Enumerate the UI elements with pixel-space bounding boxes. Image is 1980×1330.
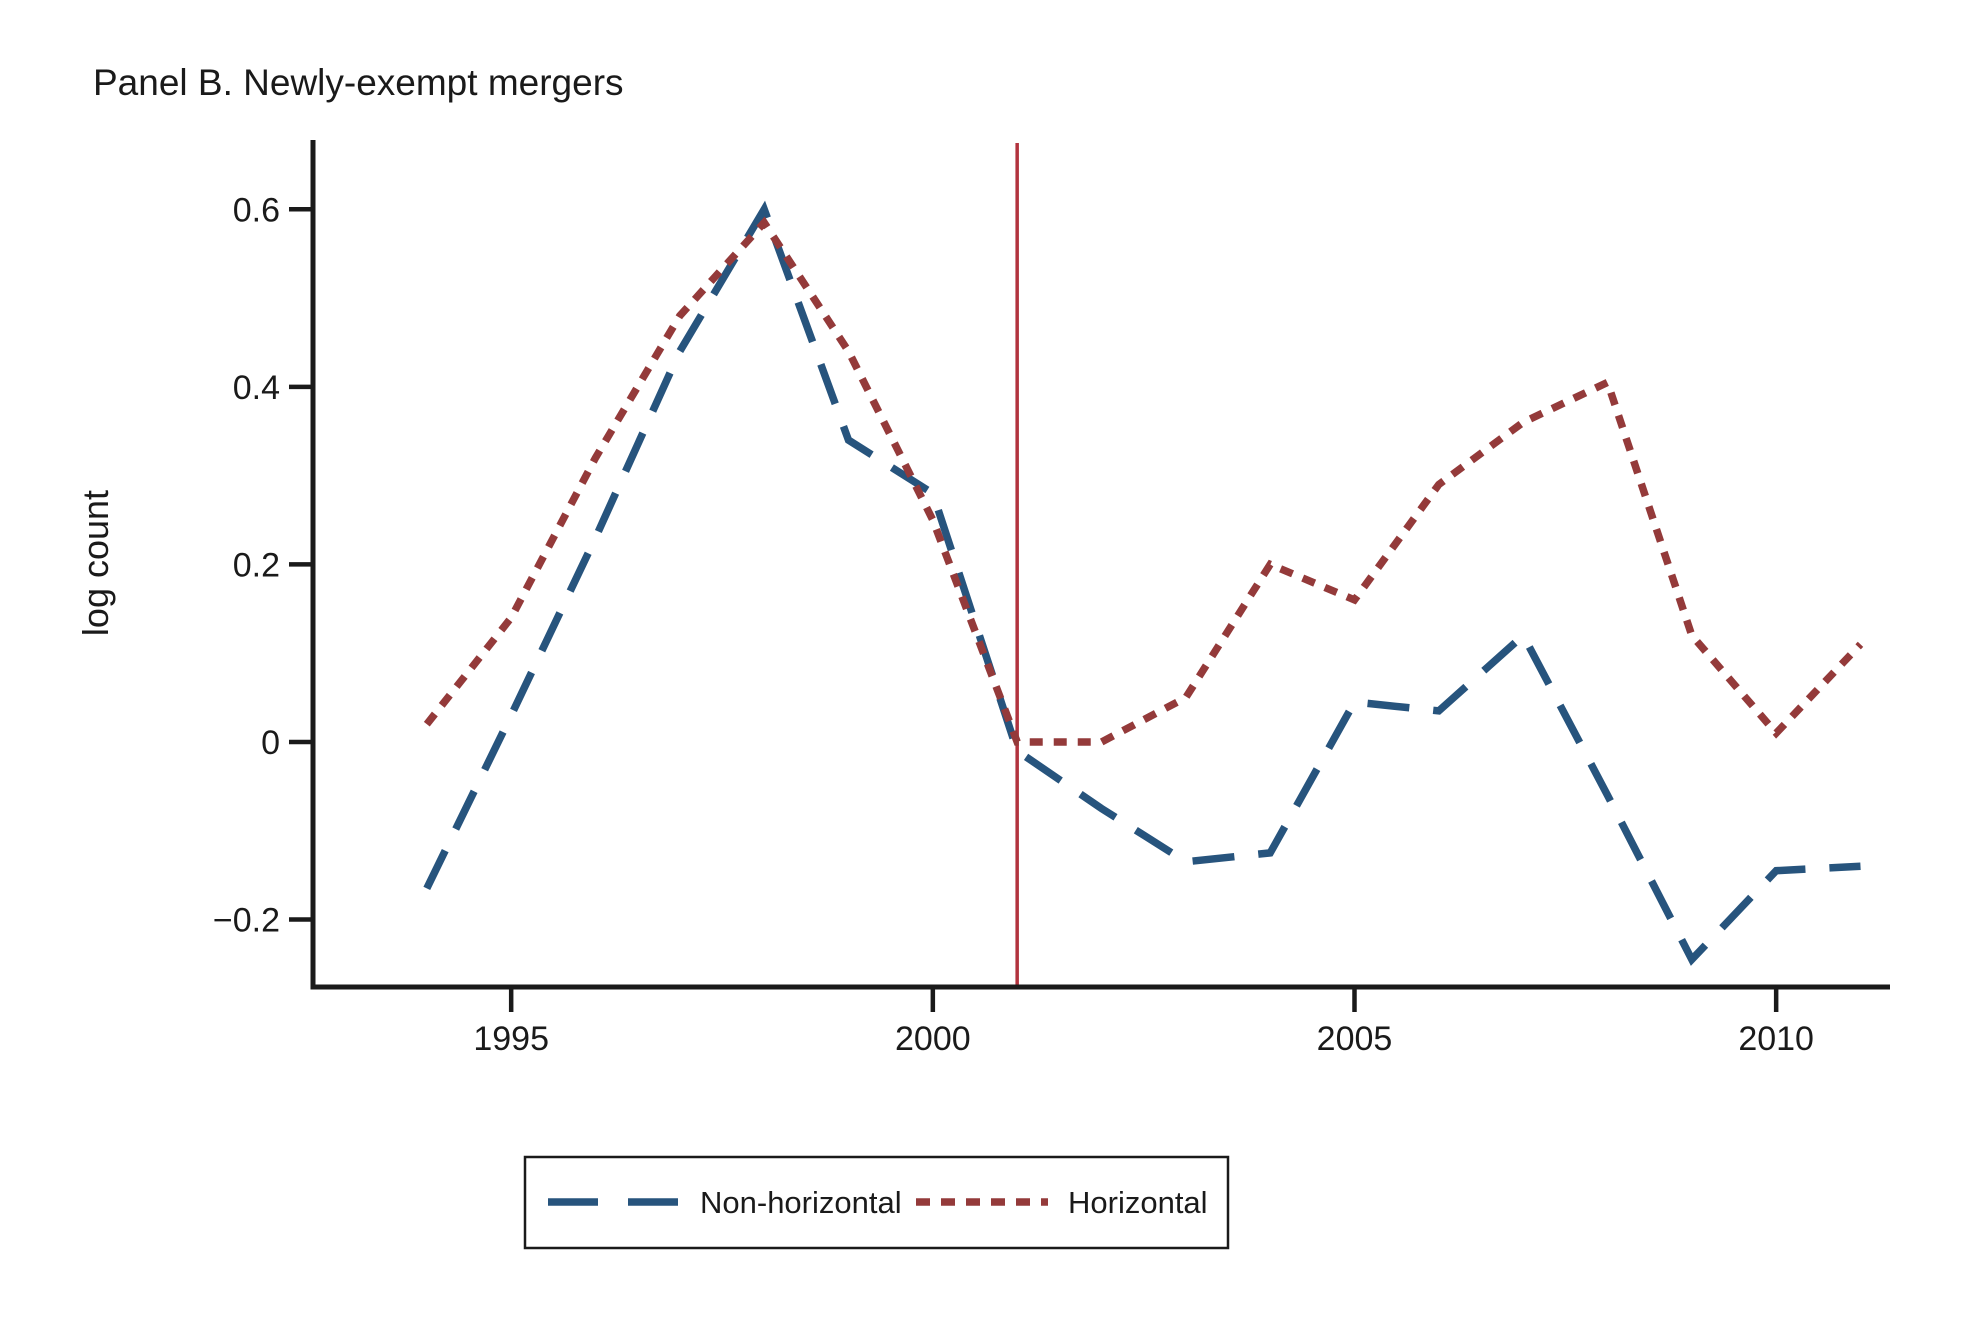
y-tick-label: 0 xyxy=(261,724,280,762)
legend-label-horizontal: Horizontal xyxy=(1068,1185,1208,1220)
legend: Non-horizontal Horizontal xyxy=(523,1155,1230,1250)
y-axis-label: log count xyxy=(75,490,116,636)
x-tick-label: 2005 xyxy=(1317,1020,1393,1058)
y-tick-label: −0.2 xyxy=(213,902,280,940)
chart-title: Panel B. Newly-exempt mergers xyxy=(93,62,624,103)
legend-label-non-horizontal: Non-horizontal xyxy=(700,1185,902,1220)
y-tick-label: 0.2 xyxy=(233,546,280,584)
plot-area: 0.6 0.4 0.2 0 −0.2 1995 2000 2005 2010 xyxy=(213,140,1890,1058)
series-line-horizontal xyxy=(423,216,1864,746)
x-tick-label: 2010 xyxy=(1738,1020,1814,1058)
y-tick-label: 0.4 xyxy=(233,369,280,407)
y-tick-label: 0.6 xyxy=(233,191,280,229)
x-tick-label: 1995 xyxy=(473,1020,549,1058)
x-tick-label: 2000 xyxy=(895,1020,971,1058)
series-line-non-horizontal xyxy=(423,200,1861,966)
